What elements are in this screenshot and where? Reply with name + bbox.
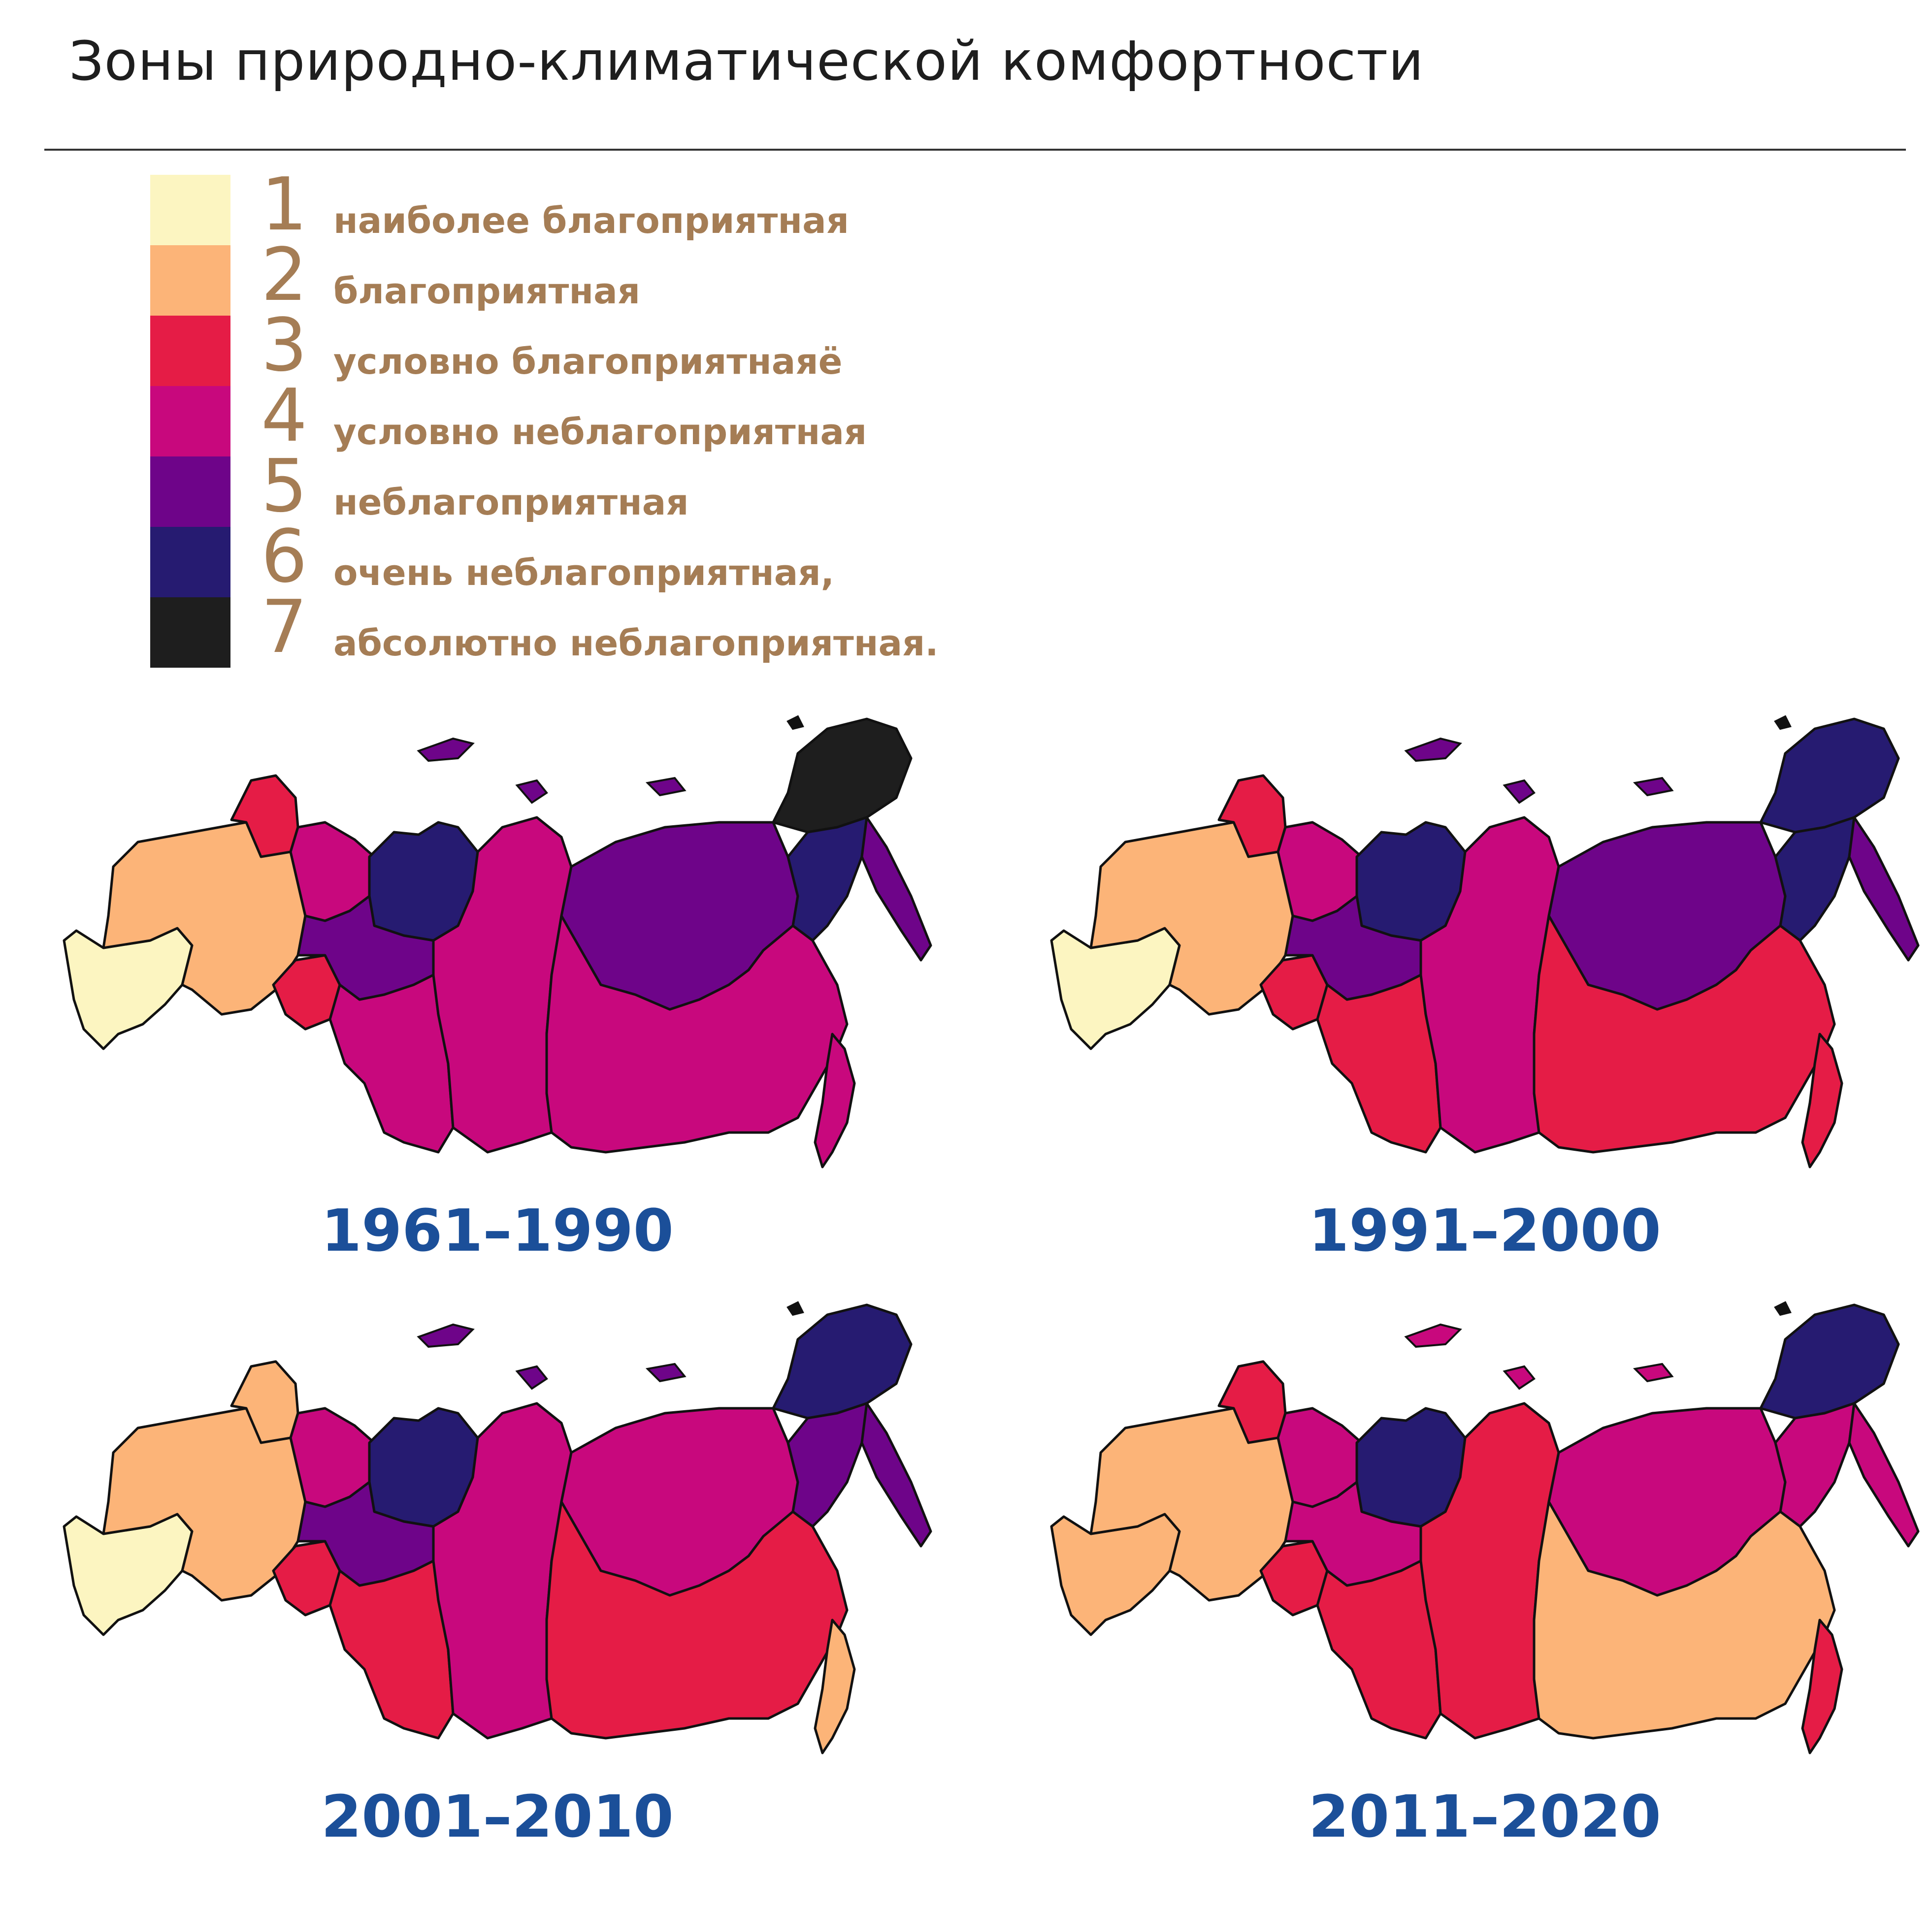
legend-swatch-1: [150, 175, 230, 245]
region-sakhalin: [814, 1033, 856, 1168]
region-far-east: [545, 1500, 849, 1740]
legend-label-6: очень неблагоприятная,: [333, 552, 834, 593]
map-panel-2001-2010: 2001–2010: [30, 1295, 965, 1861]
map-panel-2011-2020: 2011–2020: [1017, 1295, 1932, 1861]
legend-number-2: 2: [261, 232, 308, 317]
arctic-island: [1774, 1301, 1792, 1316]
legend-number-6: 6: [261, 514, 308, 599]
legend-swatch-4: [150, 386, 230, 456]
arctic-island: [1404, 737, 1462, 762]
region-southwest: [63, 1513, 194, 1636]
arctic-island: [1633, 1362, 1674, 1383]
legend-item-5: 5 неблагоприятная: [150, 447, 987, 527]
region-sakhalin: [1801, 1033, 1843, 1168]
legend-item-4: 4 условно неблагоприятная: [150, 376, 987, 456]
period-label-1991-2000: 1991–2000: [1309, 1197, 1661, 1264]
legend-swatch-2: [150, 245, 230, 316]
region-kamchatka: [860, 816, 932, 962]
region-chukotka: [1759, 717, 1900, 834]
title-divider: [44, 149, 1906, 151]
region-south-siberia: [328, 1559, 455, 1740]
arctic-island: [1503, 779, 1536, 804]
arctic-island: [645, 777, 687, 797]
russia-map-1961-1990: [63, 715, 932, 1168]
arctic-island: [1404, 1323, 1462, 1348]
legend-item-2: 2 благоприятная: [150, 235, 987, 316]
arctic-island: [515, 779, 548, 804]
legend-label-5: неблагоприятная: [333, 482, 689, 523]
region-magadan: [786, 816, 868, 942]
page-title: Зоны природно-климатической комфортности: [69, 30, 1424, 93]
legend-label-3: условно благоприятнаяё: [333, 341, 843, 382]
period-label-1961-1990: 1961–1990: [321, 1197, 674, 1264]
arctic-island: [515, 1365, 548, 1390]
arctic-island: [1774, 715, 1792, 730]
legend-number-4: 4: [261, 373, 308, 458]
arctic-island: [417, 737, 475, 762]
legend-item-3: 3 условно благоприятнаяё: [150, 306, 987, 386]
arctic-island: [1503, 1365, 1536, 1390]
legend-swatch-7: [150, 597, 230, 668]
legend-item-1: 1 наиболее благоприятная: [150, 165, 987, 245]
legend-number-3: 3: [261, 303, 308, 388]
arctic-island: [786, 715, 804, 730]
legend-item-6: 6 очень неблагоприятная,: [150, 517, 987, 597]
region-magadan: [1774, 1402, 1856, 1528]
region-chukotka: [772, 717, 913, 834]
region-southwest: [63, 927, 194, 1050]
arctic-island: [1633, 777, 1674, 797]
legend-label-1: наиболее благоприятная: [333, 200, 849, 241]
region-far-east: [545, 914, 849, 1154]
legend-number-5: 5: [261, 444, 308, 528]
legend-item-7: 7 абсолютно неблагоприятная.: [150, 587, 987, 668]
legend-swatch-3: [150, 316, 230, 386]
legend-label-7: абсолютно неблагоприятная.: [333, 622, 939, 664]
region-south-siberia: [328, 973, 455, 1154]
region-southwest: [1050, 1513, 1181, 1636]
region-magadan: [1774, 816, 1856, 942]
russia-map-2001-2010: [63, 1301, 932, 1754]
region-chukotka: [772, 1303, 913, 1420]
arctic-island: [786, 1301, 804, 1316]
region-kamchatka: [860, 1402, 932, 1548]
region-kamchatka: [1848, 1402, 1920, 1548]
arctic-island: [417, 1323, 475, 1348]
region-south-siberia: [1316, 973, 1442, 1154]
legend-swatch-6: [150, 527, 230, 597]
region-sakhalin: [1801, 1619, 1843, 1754]
region-far-east: [1533, 1500, 1836, 1740]
map-panel-1961-1990: 1961–1990: [30, 709, 965, 1275]
legend-label-4: условно неблагоприятная: [333, 411, 867, 453]
period-label-2001-2010: 2001–2010: [321, 1782, 674, 1850]
region-south-siberia: [1316, 1559, 1442, 1740]
legend-swatch-5: [150, 456, 230, 527]
region-southwest: [1050, 927, 1181, 1050]
period-label-2011-2020: 2011–2020: [1309, 1782, 1661, 1850]
legend-label-2: благоприятная: [333, 270, 640, 312]
russia-map-1991-2000: [1050, 715, 1920, 1168]
region-chukotka: [1759, 1303, 1900, 1420]
legend-number-7: 7: [261, 584, 308, 669]
region-kamchatka: [1848, 816, 1920, 962]
map-panel-1991-2000: 1991–2000: [1017, 709, 1932, 1275]
arctic-island: [645, 1362, 687, 1383]
region-far-east: [1533, 914, 1836, 1154]
region-sakhalin: [814, 1619, 856, 1754]
region-magadan: [786, 1402, 868, 1528]
legend-number-1: 1: [261, 162, 308, 247]
russia-map-2011-2020: [1050, 1301, 1920, 1754]
